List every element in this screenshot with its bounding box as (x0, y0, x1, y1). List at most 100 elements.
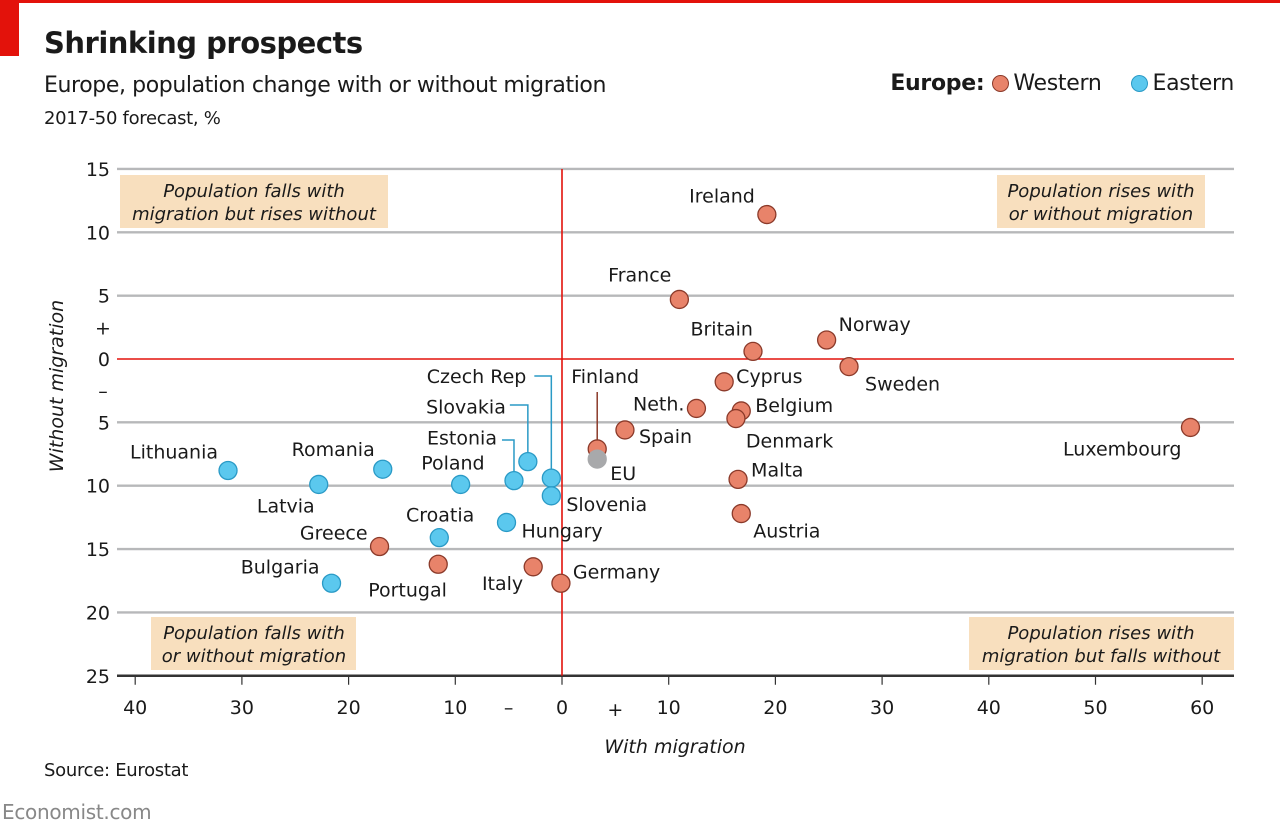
quadrant-label-bg (151, 617, 356, 670)
point-sweden (839, 356, 859, 377)
point-label-malta: Malta (751, 459, 803, 481)
legend-swatch-western (992, 75, 1010, 92)
y-tick-label: 5 (98, 286, 110, 308)
y-tick-label: 10 (86, 476, 110, 498)
x-tick-label: 60 (1190, 697, 1214, 719)
x-tick-label: 0 (556, 697, 568, 719)
point-label-cyprus: Cyprus (736, 366, 802, 388)
point-estonia (504, 470, 524, 491)
quadrant-label-line: migration but rises without (132, 204, 377, 225)
x-tick-label: 10 (657, 697, 681, 719)
point-label-czech-rep: Czech Rep (427, 366, 527, 388)
legend: Europe: Western Eastern (890, 71, 1234, 96)
point-label-luxembourg: Luxembourg (1063, 438, 1181, 460)
point-label-romania: Romania (292, 439, 375, 461)
point-cyprus (714, 372, 734, 392)
quadrant-label-bg (997, 175, 1205, 228)
point-label-spain: Spain (639, 426, 692, 448)
x-tick-label: 40 (977, 697, 1001, 719)
x-tick-label: 40 (123, 697, 147, 719)
leader-lines (501, 375, 598, 472)
y-tick-label: 5 (98, 412, 110, 434)
point-label-germany: Germany (573, 561, 660, 583)
x-tick-label: 10 (443, 697, 467, 719)
point-label-lithuania: Lithuania (130, 441, 218, 463)
legend-swatch-eastern (1131, 75, 1149, 92)
leader-line-czech-rep (534, 375, 553, 470)
x-tick-label: 30 (870, 697, 894, 719)
point-label-eu: EU (610, 463, 636, 485)
point-label-italy: Italy (482, 573, 523, 595)
y-tick-label: 0 (98, 349, 110, 371)
point-label-estonia: Estonia (427, 428, 497, 450)
leader-line-slovakia (509, 404, 529, 453)
x-tick-label: 30 (230, 697, 254, 719)
point-slovenia (541, 486, 561, 506)
point-label-ireland: Ireland (689, 186, 755, 208)
legend-label-eastern: Eastern (1152, 71, 1234, 96)
point-label-portugal: Portugal (368, 579, 447, 601)
point-ireland (757, 204, 777, 225)
point-label-latvia: Latvia (257, 495, 315, 517)
point-label-finland: Finland (571, 366, 639, 388)
point-malta (728, 469, 748, 490)
y-tick-label: 10 (86, 222, 110, 244)
quadrant-labels: Population falls with migration but rises… (120, 175, 1234, 670)
point-britain (743, 341, 763, 362)
point-luxembourg (1180, 417, 1201, 438)
point-lithuania (218, 460, 238, 481)
axes: 40 30 20 10 0 10 20 30 40 50 60– ++– (95, 317, 1214, 720)
point-label-belgium: Belgium (755, 395, 833, 417)
source-note: Source: Eurostat (44, 760, 189, 781)
point-portugal (428, 554, 448, 574)
chart-units: 2017-50 forecast, % (44, 108, 221, 129)
point-label-austria: Austria (753, 521, 820, 543)
point-slovakia (518, 451, 538, 472)
point-label-slovenia: Slovenia (566, 494, 647, 516)
chart-subtitle: Europe, population change with or withou… (44, 73, 607, 98)
point-croatia (429, 527, 449, 548)
point-neth (686, 398, 707, 419)
brand-red-tab (0, 0, 19, 56)
quadrant-label-bg (969, 617, 1234, 670)
brand-footer: Economist.com (2, 800, 152, 824)
y-tick-label: 20 (86, 602, 110, 624)
point-label-hungary: Hungary (522, 520, 603, 542)
y-axis-title: Without migration (46, 300, 68, 472)
point-france (669, 289, 690, 310)
point-label-norway: Norway (839, 314, 911, 336)
legend-item-eastern: Eastern (1131, 71, 1234, 96)
point-label-greece: Greece (300, 523, 368, 545)
x-axis-title: With migration (604, 736, 745, 758)
data-points (218, 204, 1201, 593)
legend-title: Europe: (890, 71, 985, 96)
point-label-neth: Neth. (633, 393, 684, 415)
point-label-croatia: Croatia (406, 505, 474, 527)
y-plus-sign: + (95, 317, 111, 339)
point-latvia (309, 474, 329, 495)
point-denmark (726, 408, 746, 429)
point-germany (551, 573, 571, 593)
y-tick-label: 25 (86, 666, 110, 688)
point-greece (369, 536, 390, 557)
quadrant-label-line: Population falls with (163, 623, 345, 644)
point-label-sweden: Sweden (865, 374, 940, 396)
point-label-poland: Poland (421, 452, 484, 474)
quadrant-label-line: or without migration (162, 646, 346, 667)
legend-label-western: Western (1013, 71, 1102, 96)
point-label-slovakia: Slovakia (426, 397, 506, 419)
point-hungary (496, 512, 517, 533)
x-tick-label: 20 (763, 697, 787, 719)
point-label-bulgaria: Bulgaria (241, 556, 320, 578)
quadrant-label-line: or without migration (1009, 204, 1193, 225)
point-romania (373, 459, 393, 479)
x-plus-sign: + (607, 699, 623, 721)
top-accent-rule (0, 0, 1280, 3)
point-poland (450, 474, 471, 495)
y-tick-label: 15 (86, 159, 110, 181)
